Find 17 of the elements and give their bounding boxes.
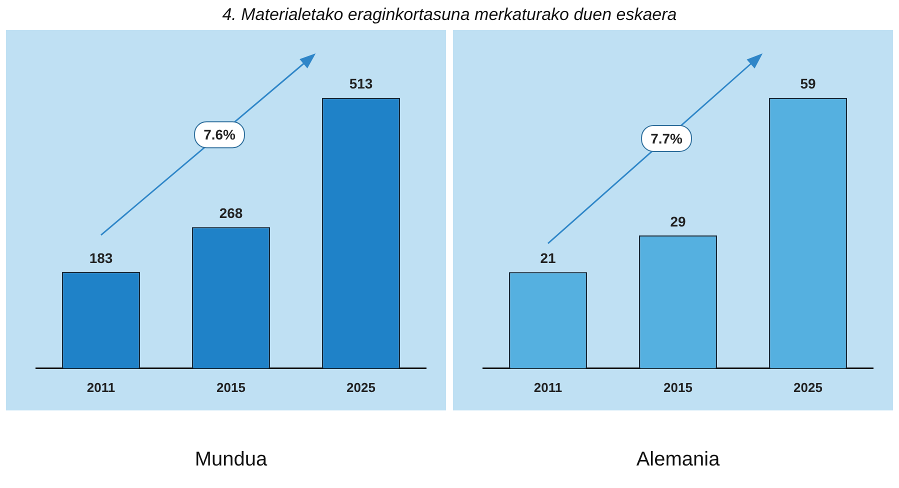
data-label: 21 bbox=[540, 250, 556, 266]
x-tick-label: 2011 bbox=[86, 380, 116, 395]
data-label: 59 bbox=[800, 76, 816, 92]
x-tick-label: 2015 bbox=[664, 380, 692, 395]
x-tick-label: 2015 bbox=[216, 380, 246, 395]
x-tick-label: 2011 bbox=[534, 380, 562, 395]
chart-title: 4. Materialetako eraginkortasuna merkaturako duen eskaera bbox=[221, 4, 678, 26]
data-label: 513 bbox=[349, 76, 373, 92]
x-axis-title: Alemania bbox=[636, 448, 721, 471]
data-label: 29 bbox=[670, 213, 686, 230]
data-label: 268 bbox=[219, 204, 243, 221]
data-label: 183 bbox=[89, 250, 113, 266]
x-tick-label: 2025 bbox=[346, 380, 376, 395]
x-axis-title: Mundua bbox=[194, 448, 268, 471]
annotation: 7.7% bbox=[650, 130, 684, 146]
annotation: 7.6% bbox=[204, 126, 236, 143]
x-tick-label: 2025 bbox=[794, 380, 822, 395]
